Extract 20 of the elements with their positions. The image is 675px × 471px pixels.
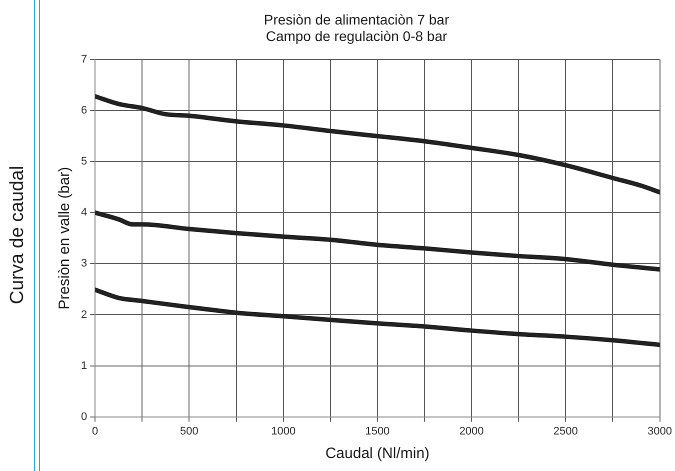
y-tick-label: 4	[80, 206, 88, 219]
y-tick-label: 5	[80, 156, 88, 168]
chart-title: Presiòn de alimentaciòn 7 bar	[264, 11, 450, 28]
y-tick-label: 2	[80, 308, 88, 321]
y-axis-title: Presiòn en valle (bar)	[56, 166, 74, 310]
y-tick-label: 3	[80, 258, 88, 270]
y-tick-label: 1	[80, 360, 88, 372]
x-tick-label: 3000	[648, 425, 672, 438]
x-axis-title: Caudal (Nl/min)	[325, 445, 430, 462]
y-tick-label: 0	[80, 410, 88, 423]
x-tick-label: 500	[180, 425, 198, 438]
y-tick-label: 7	[80, 54, 88, 66]
y-tick-label: 6	[80, 104, 88, 117]
x-tick-label: 2000	[459, 425, 484, 438]
text: Curva de caudal	[7, 166, 29, 304]
x-tick-label: 0	[92, 425, 98, 438]
x-tick-label: 1500	[365, 425, 390, 438]
x-tick-label: 2500	[553, 425, 578, 438]
chart-subtitle: Campo de regulaciòn 0-8 bar	[266, 28, 448, 44]
x-tick-label: 1000	[271, 425, 296, 438]
